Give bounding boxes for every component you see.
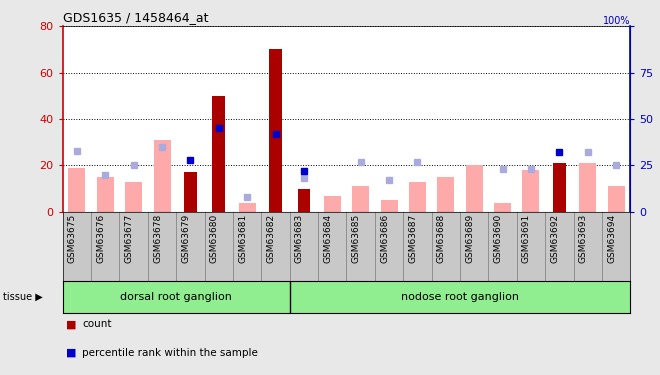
Text: GSM63690: GSM63690 [494, 214, 502, 263]
Bar [298, 189, 310, 212]
Text: ■: ■ [66, 320, 77, 329]
Text: ■: ■ [66, 348, 77, 357]
Bar [409, 182, 426, 212]
Bar [69, 168, 85, 212]
Text: GDS1635 / 1458464_at: GDS1635 / 1458464_at [63, 11, 208, 24]
Text: nodose root ganglion: nodose root ganglion [401, 292, 519, 302]
Text: GSM63689: GSM63689 [465, 214, 474, 263]
Text: GSM63685: GSM63685 [352, 214, 360, 263]
Text: GSM63683: GSM63683 [295, 214, 304, 263]
Text: GSM63693: GSM63693 [579, 214, 587, 263]
Bar [269, 50, 282, 212]
Bar [466, 165, 482, 212]
Bar [239, 202, 255, 212]
Bar [125, 182, 142, 212]
Text: tissue ▶: tissue ▶ [3, 292, 43, 302]
Text: GSM63680: GSM63680 [210, 214, 218, 263]
Text: GSM63694: GSM63694 [607, 214, 616, 263]
Text: GSM63681: GSM63681 [238, 214, 247, 263]
Bar [324, 196, 341, 212]
Bar [352, 186, 369, 212]
Text: GSM63675: GSM63675 [68, 214, 77, 263]
Text: 100%: 100% [603, 16, 630, 26]
Text: dorsal root ganglion: dorsal root ganglion [120, 292, 232, 302]
Bar [438, 177, 454, 212]
Bar [579, 163, 596, 212]
Text: GSM63687: GSM63687 [409, 214, 417, 263]
Text: GSM63688: GSM63688 [437, 214, 446, 263]
Text: GSM63692: GSM63692 [550, 214, 559, 263]
Bar [523, 170, 539, 212]
Bar [184, 172, 197, 212]
Text: GSM63677: GSM63677 [125, 214, 133, 263]
Bar [381, 200, 397, 212]
Bar [553, 163, 566, 212]
Text: GSM63679: GSM63679 [182, 214, 190, 263]
Bar [494, 202, 511, 212]
Text: count: count [82, 320, 112, 329]
Text: GSM63676: GSM63676 [96, 214, 106, 263]
Text: GSM63691: GSM63691 [522, 214, 531, 263]
Bar [97, 177, 114, 212]
Text: GSM63678: GSM63678 [153, 214, 162, 263]
Text: percentile rank within the sample: percentile rank within the sample [82, 348, 258, 357]
Text: GSM63684: GSM63684 [323, 214, 332, 263]
Text: GSM63686: GSM63686 [380, 214, 389, 263]
Text: GSM63682: GSM63682 [267, 214, 275, 263]
Bar [154, 140, 170, 212]
Bar [608, 186, 624, 212]
Bar [213, 96, 225, 212]
